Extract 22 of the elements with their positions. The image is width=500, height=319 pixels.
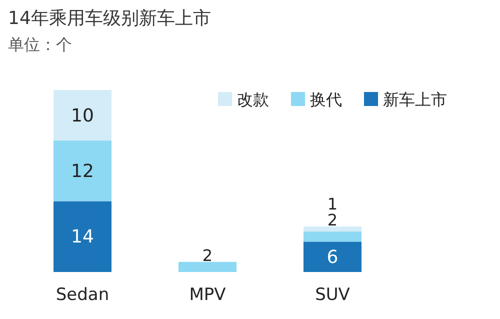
bar xyxy=(304,242,362,272)
legend-label: 改款 xyxy=(237,90,269,109)
bar xyxy=(304,232,362,242)
bar xyxy=(178,262,236,272)
chart-title: 14年乘用车级别新车上市 xyxy=(8,8,211,29)
data-label: 12 xyxy=(71,160,94,182)
x-tick-label: SUV xyxy=(315,285,350,305)
data-label: 14 xyxy=(71,226,94,248)
data-label: 6 xyxy=(326,246,338,268)
legend-label: 换代 xyxy=(310,90,342,109)
bar xyxy=(54,140,112,202)
bar xyxy=(54,201,112,272)
x-tick-label: MPV xyxy=(189,285,226,305)
x-tick-label: Sedan xyxy=(56,285,110,305)
data-label: 2 xyxy=(327,210,338,230)
bar xyxy=(54,90,112,141)
data-label: 2 xyxy=(202,246,213,265)
legend-label: 新车上市 xyxy=(383,90,447,109)
data-label: 10 xyxy=(71,105,94,126)
data-label: 1 xyxy=(327,194,338,214)
bar xyxy=(304,226,362,232)
chart-subtitle: 单位：个 xyxy=(8,35,72,54)
